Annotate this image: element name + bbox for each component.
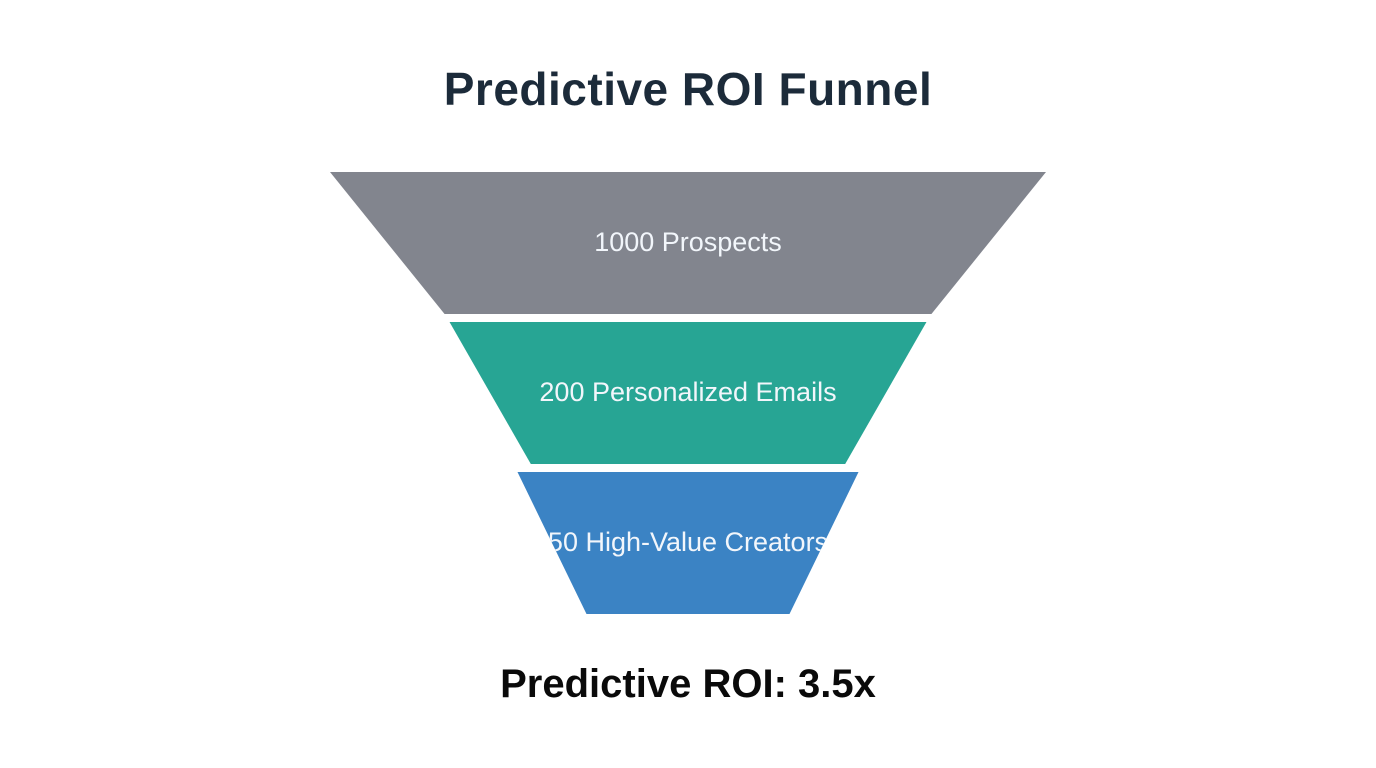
funnel-container: 1000 Prospects 200 Personalized Emails 5… [0, 172, 1376, 622]
roi-caption: Predictive ROI: 3.5x [0, 662, 1376, 707]
segment-emails: 200 Personalized Emails [417, 322, 959, 464]
segment-prospects: 1000 Prospects [330, 172, 1046, 314]
segment-prospects-label: 1000 Prospects [330, 226, 1046, 260]
segment-creators: 50 High-Value Creators [485, 472, 891, 614]
funnel-diagram-page: Predictive ROI Funnel 1000 Prospects 200… [0, 0, 1376, 768]
page-title: Predictive ROI Funnel [0, 62, 1376, 116]
segment-emails-label: 200 Personalized Emails [417, 376, 959, 410]
segment-creators-label: 50 High-Value Creators [485, 526, 891, 560]
